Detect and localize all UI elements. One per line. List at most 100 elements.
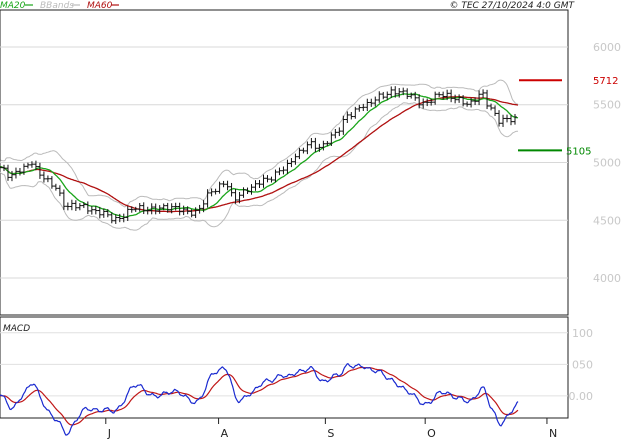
ohlc-bar <box>285 159 290 174</box>
ohlc-bar <box>21 163 26 175</box>
macd-y-tick-label: 0.00 <box>569 390 594 403</box>
ohlc-bar <box>401 87 406 96</box>
ohlc-bar <box>501 114 506 127</box>
ohlc-bar <box>141 202 146 215</box>
x-tick-label: S <box>327 427 334 440</box>
ohlc-bar <box>289 158 294 168</box>
ohlc-bar <box>237 191 242 204</box>
resistance-level-label: 5712 <box>593 76 618 87</box>
ohlc-bar <box>329 132 334 146</box>
ohlc-bar <box>301 147 306 154</box>
ohlc-bar <box>273 169 278 183</box>
ohlc-bar <box>17 167 22 176</box>
ohlc-bar <box>345 111 350 124</box>
ohlc-bar <box>125 205 130 222</box>
ohlc-bar <box>505 114 510 123</box>
ohlc-bar <box>121 213 126 223</box>
ohlc-bar <box>253 180 258 191</box>
ohlc-bar <box>485 89 490 110</box>
ohlc-bar <box>513 113 518 125</box>
ohlc-bar <box>265 175 270 183</box>
price-levels: 5712 5105 <box>518 76 618 157</box>
bband-lower <box>0 102 519 231</box>
ohlc-bar <box>37 162 42 179</box>
ohlc-bar <box>9 170 14 182</box>
ohlc-bar <box>277 167 282 176</box>
ohlc-bar <box>57 185 62 197</box>
ohlc-bar <box>385 91 390 101</box>
ohlc-bar <box>441 91 446 100</box>
macd-y-axis: 0.00 050 100 <box>569 327 594 403</box>
ohlc-bar <box>469 97 474 108</box>
ohlc-bar <box>445 89 450 101</box>
ohlc-bar <box>397 88 402 98</box>
ohlc-bar <box>41 171 46 183</box>
ohlc-bar <box>209 188 214 197</box>
ohlc-bar <box>137 202 142 212</box>
ohlc-bar <box>293 153 298 165</box>
ohlc-bar <box>257 179 262 189</box>
x-tick-label: O <box>427 427 436 440</box>
ohlc-bars <box>0 86 518 224</box>
ohlc-bar <box>353 106 358 119</box>
ohlc-bar <box>421 98 426 109</box>
ohlc-bar <box>261 174 266 188</box>
ohlc-bar <box>201 200 206 213</box>
y-tick-label: 4000 <box>593 272 621 285</box>
ohlc-bar <box>133 206 138 212</box>
ohlc-bar <box>429 98 434 106</box>
ohlc-bar <box>153 203 158 215</box>
ohlc-bar <box>389 86 394 98</box>
ohlc-bar <box>89 206 94 215</box>
main-gridlines <box>0 46 568 279</box>
ohlc-bar <box>413 91 418 101</box>
ma60-line <box>0 96 519 213</box>
ohlc-bar <box>33 160 38 171</box>
ohlc-bar <box>369 98 374 107</box>
macd-signal-line <box>0 366 519 426</box>
ma60-line <box>0 96 519 213</box>
x-tick-label: N <box>549 427 557 440</box>
legend: MA20 BBands MA60 <box>0 1 119 11</box>
macd-panel-frame <box>0 316 569 419</box>
ohlc-bar <box>181 205 186 216</box>
ohlc-bar <box>49 176 54 189</box>
bband-upper <box>0 79 519 208</box>
ohlc-bar <box>333 129 338 139</box>
ohlc-bar <box>297 147 302 160</box>
ohlc-bar <box>77 203 82 211</box>
ohlc-bar <box>349 112 354 120</box>
ohlc-bar <box>217 181 222 194</box>
ohlc-bar <box>405 88 410 100</box>
x-axis: JJASON <box>105 418 557 440</box>
ohlc-bar <box>497 110 502 127</box>
y-tick-label: 5500 <box>593 99 621 112</box>
ohlc-bar <box>213 188 218 195</box>
macd-line <box>0 363 519 436</box>
ohlc-bar <box>473 97 478 105</box>
ohlc-bar <box>365 98 370 112</box>
ohlc-bar <box>25 162 30 169</box>
ohlc-bar <box>461 95 466 107</box>
macd-panel-title: MACD <box>3 324 30 334</box>
ohlc-bar <box>169 203 174 214</box>
ohlc-bar <box>0 165 2 170</box>
ohlc-bar <box>45 175 50 183</box>
ohlc-bar <box>477 90 482 106</box>
ohlc-bar <box>409 92 414 99</box>
ohlc-bar <box>481 89 486 98</box>
ohlc-bar <box>157 205 162 214</box>
ohlc-bar <box>493 105 498 116</box>
ohlc-bar <box>281 166 286 175</box>
ohlc-bar <box>341 115 346 135</box>
ohlc-bar <box>269 176 274 183</box>
ohlc-bar <box>129 206 134 213</box>
ohlc-bar <box>197 204 202 214</box>
ohlc-bar <box>221 180 226 188</box>
ohlc-bar <box>425 98 430 107</box>
ohlc-bar <box>453 94 458 104</box>
ohlc-bar <box>193 207 198 219</box>
ohlc-bar <box>149 203 154 215</box>
ohlc-bar <box>245 187 250 194</box>
ohlc-bar <box>417 94 422 109</box>
